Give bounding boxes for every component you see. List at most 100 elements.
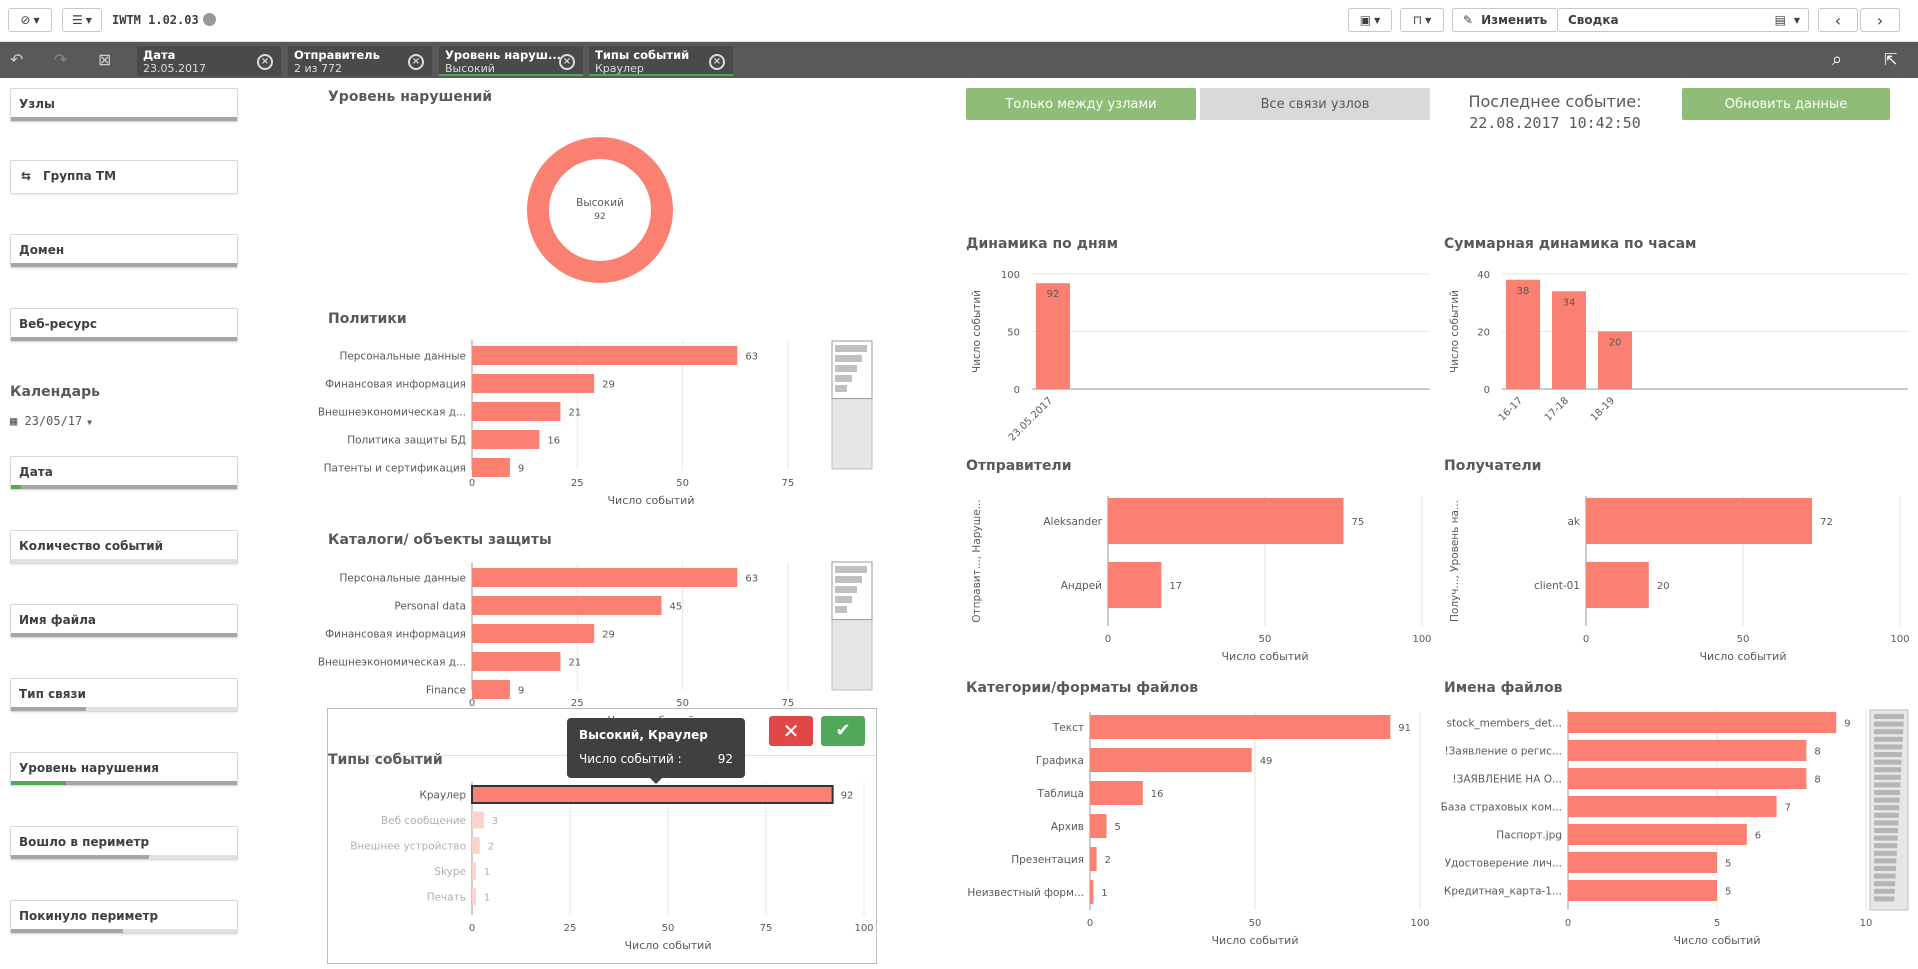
- violation-pie-chart[interactable]: Высокий 92: [520, 130, 680, 290]
- selection-chip-date[interactable]: Дата 23.05.2017 ×: [137, 46, 281, 76]
- pie-slice: [527, 137, 673, 283]
- sheet-selector[interactable]: Сводка ▤ ▼: [1557, 8, 1809, 32]
- chip-title: Типы событий: [595, 48, 690, 62]
- close-icon[interactable]: ×: [257, 54, 273, 70]
- last-event-label: Последнее событие:: [1468, 92, 1642, 111]
- tick-label: 5: [1714, 918, 1720, 929]
- confirm-selection-button[interactable]: ✔: [821, 716, 865, 746]
- selections-tool-icon[interactable]: ⇱: [1884, 50, 1898, 69]
- filter-link-type[interactable]: Тип связи: [10, 678, 238, 712]
- tick-label: 0: [1565, 918, 1571, 929]
- tick-label: 50: [1007, 328, 1020, 339]
- chevron-down-icon: ▼: [1374, 15, 1381, 25]
- bar: [472, 458, 510, 477]
- step-back-icon[interactable]: ↶: [10, 50, 24, 69]
- category-label: stock_members_det...: [1447, 718, 1562, 730]
- data-label: 5: [1725, 887, 1731, 898]
- sheet-icon: ▤: [1774, 13, 1786, 27]
- all-node-links-button[interactable]: Все связи узлов: [1200, 88, 1430, 120]
- scrollbar-mini-bar: [1874, 759, 1902, 765]
- close-icon: ✕: [782, 719, 800, 743]
- scrollbar-mini-bar: [1874, 729, 1904, 735]
- filter-left-perimeter[interactable]: Покинуло периметр: [10, 900, 238, 934]
- filter-bar: [11, 337, 237, 341]
- category-label: !ЗАЯВЛЕНИЕ НА О...: [1452, 774, 1562, 786]
- scrollbar-mini-bar: [1874, 881, 1896, 887]
- previous-sheet-button[interactable]: ‹: [1818, 8, 1858, 32]
- selection-chip-violation[interactable]: Уровень наруш... Высокий ×: [439, 46, 583, 76]
- category-label: !Заявление о регис...: [1444, 746, 1562, 758]
- close-icon[interactable]: ×: [709, 54, 725, 70]
- filter-date[interactable]: Дата: [10, 456, 238, 490]
- filter-violation-level[interactable]: Уровень нарушения: [10, 752, 238, 786]
- tick-label: 25: [571, 698, 584, 709]
- bar: [1568, 768, 1807, 789]
- bar: [472, 652, 561, 671]
- navigation-menu-button[interactable]: ⊘ ▼: [8, 8, 52, 32]
- bar: [1090, 814, 1107, 838]
- scrollbar-mini-bar: [835, 355, 862, 362]
- filter-entered-perimeter[interactable]: Вошло в периметр: [10, 826, 238, 860]
- scrollbar-mini-bar: [1874, 774, 1901, 780]
- close-icon[interactable]: ×: [408, 54, 424, 70]
- bar: [1108, 562, 1162, 608]
- axis-title: Получ..., Уровень на...: [1449, 500, 1461, 622]
- category-label: Внешнее устройство: [350, 841, 466, 853]
- tick-label: 20: [1477, 328, 1490, 339]
- filter-label: Имя файла: [19, 613, 97, 627]
- tick-label: 100: [854, 923, 873, 934]
- filter-tm-group[interactable]: ⇆ Группа ТМ: [10, 160, 238, 194]
- pie-label: Высокий: [576, 197, 624, 209]
- filter-label: Тип связи: [19, 687, 86, 701]
- step-forward-icon[interactable]: ↷: [54, 50, 68, 69]
- data-label: 92: [841, 791, 854, 802]
- scrollbar-mini-bar: [835, 566, 867, 573]
- refresh-data-button[interactable]: Обновить данные: [1682, 88, 1890, 120]
- filter-event-count[interactable]: Количество событий: [10, 530, 238, 564]
- category-label: 16-17: [1497, 395, 1525, 423]
- calendar-picker[interactable]: ▦ 23/05/17 ▼: [10, 414, 92, 428]
- filter-nodes[interactable]: Узлы: [10, 88, 238, 122]
- selection-chip-event-types[interactable]: Типы событий Краулер ×: [589, 46, 733, 76]
- chart-title-file-categories: Категории/форматы файлов: [966, 680, 1199, 696]
- category-label: Краулер: [419, 790, 466, 802]
- axis-title: Число событий: [608, 494, 695, 507]
- present-button[interactable]: ▣ ▼: [1348, 8, 1392, 32]
- category-label: Finance: [426, 685, 466, 697]
- edit-button[interactable]: ✎ Изменить: [1452, 8, 1558, 32]
- scrollbar-mini-bar: [835, 596, 852, 603]
- filter-web-resource[interactable]: Веб-ресурс: [10, 308, 238, 342]
- tick-label: 25: [571, 478, 584, 489]
- filter-file-name[interactable]: Имя файла: [10, 604, 238, 638]
- close-icon[interactable]: ×: [559, 54, 575, 70]
- chart-title-event-types: Типы событий: [328, 752, 443, 768]
- clear-all-icon[interactable]: ⊠: [98, 50, 112, 69]
- bar: [472, 568, 738, 587]
- scrollbar-mini-bar: [835, 345, 867, 352]
- category-label: Удостоверение лич...: [1445, 858, 1562, 870]
- chart-title-daily: Динамика по дням: [966, 236, 1119, 252]
- bar: [1568, 824, 1747, 845]
- data-label: 91: [1398, 723, 1411, 734]
- list-menu-button[interactable]: ☰ ▼: [62, 8, 102, 32]
- next-sheet-button[interactable]: ›: [1860, 8, 1900, 32]
- scrollbar-mini-bar: [1874, 896, 1895, 902]
- hierarchy-icon: ⇆: [21, 169, 32, 183]
- tick-label: 50: [1249, 918, 1262, 929]
- category-label: Финансовая информация: [325, 629, 466, 641]
- data-label: 1: [1101, 888, 1107, 899]
- filter-bar: [11, 263, 237, 267]
- only-between-nodes-button[interactable]: Только между узлами: [966, 88, 1196, 120]
- data-label: 34: [1563, 297, 1576, 308]
- category-label: 18-19: [1589, 395, 1617, 423]
- selection-chip-sender[interactable]: Отправитель 2 из 772 ×: [288, 46, 432, 76]
- search-icon[interactable]: ⌕: [1832, 49, 1843, 70]
- data-label: 63: [745, 352, 758, 363]
- scrollbar-mini-bar: [835, 576, 862, 583]
- tick-label: 0: [469, 698, 475, 709]
- filter-domain[interactable]: Домен: [10, 234, 238, 268]
- category-label: Паспорт.jpg: [1496, 830, 1562, 842]
- tick-label: 100: [1001, 270, 1020, 281]
- cancel-selection-button[interactable]: ✕: [769, 716, 813, 746]
- bookmarks-button[interactable]: ⊓ ▼: [1400, 8, 1444, 32]
